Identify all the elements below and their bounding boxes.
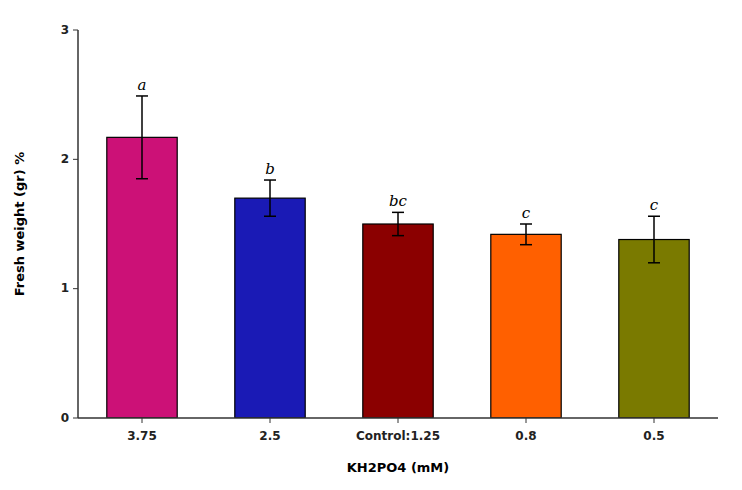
annotation: c — [522, 204, 531, 222]
error-cap — [264, 215, 276, 217]
error-bar — [136, 96, 148, 179]
error-bar — [648, 216, 660, 263]
error-stem — [525, 224, 527, 245]
y-axis: 0 1 2 3 — [61, 23, 78, 425]
annotation: bc — [389, 192, 408, 210]
error-cap — [392, 212, 404, 214]
annotation: c — [650, 196, 659, 214]
bar — [235, 198, 305, 418]
error-stem — [653, 216, 655, 263]
error-bar — [264, 180, 276, 216]
error-cap — [520, 244, 532, 246]
error-cap — [136, 178, 148, 180]
x-axis: 3.75 2.5 Control:1.25 0.8 0.5 — [78, 418, 718, 443]
y-axis-label: Fresh weight (gr) % — [12, 152, 27, 297]
y-tick-label: 3 — [61, 23, 69, 37]
x-tick — [654, 418, 655, 423]
error-stem — [141, 96, 143, 179]
x-tick — [526, 418, 527, 423]
error-bar — [392, 212, 404, 235]
error-stem — [397, 212, 399, 235]
x-axis-label: KH2PO4 (mM) — [347, 460, 450, 475]
error-cap — [520, 223, 532, 225]
x-tick — [142, 418, 143, 423]
annotations: a b bc c c — [138, 76, 659, 222]
x-tick-label: 2.5 — [259, 429, 280, 443]
x-tick-label: Control:1.25 — [356, 429, 440, 443]
x-tick-label: 0.5 — [643, 429, 664, 443]
annotation: b — [265, 160, 275, 178]
x-tick-label: 0.8 — [515, 429, 536, 443]
bars — [107, 96, 689, 418]
error-cap — [392, 235, 404, 237]
bar — [491, 234, 561, 418]
y-axis-line — [77, 30, 79, 418]
bar — [107, 137, 177, 418]
bar — [363, 224, 433, 418]
error-cap — [264, 179, 276, 181]
error-cap — [648, 215, 660, 217]
error-cap — [648, 262, 660, 264]
error-bar — [520, 224, 532, 245]
annotation: a — [138, 76, 147, 94]
x-tick — [398, 418, 399, 423]
x-tick-label: 3.75 — [127, 429, 157, 443]
y-tick-label: 2 — [61, 152, 69, 166]
y-tick-label: 0 — [61, 411, 69, 425]
error-stem — [269, 180, 271, 216]
x-tick — [270, 418, 271, 423]
error-cap — [136, 95, 148, 97]
y-tick-label: 1 — [61, 281, 69, 295]
bar — [619, 240, 689, 418]
chart: 0 1 2 3 a b bc c c 3.75 2.5 Control:1.25 0.8 0.5 KH2PO… — [0, 0, 742, 490]
